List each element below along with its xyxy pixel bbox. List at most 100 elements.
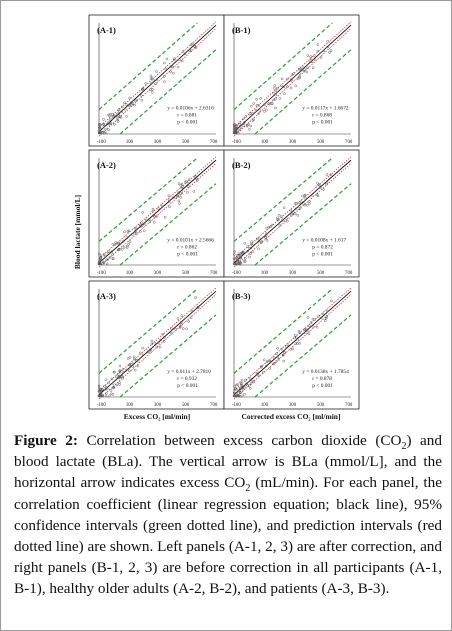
data-point	[128, 369, 131, 373]
data-point	[110, 377, 114, 381]
data-point	[267, 102, 270, 105]
data-point	[195, 179, 199, 182]
data-point	[324, 317, 328, 320]
data-point	[193, 44, 196, 48]
data-point	[108, 394, 111, 398]
data-point	[272, 356, 276, 360]
data-point	[150, 342, 154, 346]
data-point	[121, 105, 124, 109]
data-point	[248, 246, 252, 250]
prediction-lower	[119, 183, 217, 266]
data-point	[296, 77, 300, 81]
data-point	[128, 104, 131, 108]
data-point	[276, 355, 280, 359]
x-tick-label: -100	[232, 403, 241, 408]
data-point	[120, 375, 124, 378]
x-axis-label-right: Corrected excess CO₂ [ml/min]	[242, 412, 341, 421]
data-point	[102, 123, 105, 126]
data-point	[107, 381, 110, 385]
data-point	[234, 262, 238, 265]
data-point	[238, 394, 241, 397]
data-point	[249, 246, 253, 250]
p-value: p < 0.001	[312, 119, 333, 125]
data-point	[99, 256, 102, 260]
p-value: p < 0.001	[177, 383, 198, 389]
data-point	[283, 92, 286, 95]
data-point	[318, 184, 321, 187]
data-point	[178, 58, 181, 61]
figure-caption: Figure 2: Correlation between excess car…	[14, 430, 442, 600]
data-point	[147, 350, 150, 354]
data-point	[150, 76, 154, 80]
data-point	[330, 299, 333, 303]
data-point	[126, 244, 129, 248]
data-point	[274, 97, 277, 101]
data-point	[292, 211, 295, 214]
data-point	[272, 362, 275, 366]
prediction-lower	[119, 49, 217, 135]
data-point	[108, 112, 112, 116]
data-point	[174, 195, 177, 199]
data-point	[258, 236, 261, 240]
data-point	[244, 115, 247, 118]
data-point	[177, 190, 181, 194]
data-point	[101, 394, 104, 398]
data-point	[249, 124, 253, 128]
data-point	[117, 375, 121, 379]
data-point	[151, 91, 154, 94]
data-point	[236, 394, 240, 397]
data-point	[120, 248, 124, 251]
data-point	[303, 331, 307, 334]
prediction-lower	[119, 314, 217, 398]
data-point	[138, 223, 142, 227]
data-point	[189, 49, 193, 52]
data-point	[274, 93, 277, 97]
data-point	[263, 103, 266, 106]
data-point	[178, 202, 181, 205]
data-point	[289, 208, 293, 212]
prediction-lower	[254, 183, 352, 266]
data-point	[311, 325, 315, 328]
data-point	[278, 224, 282, 227]
data-point	[293, 202, 297, 205]
data-point	[102, 253, 106, 256]
data-point	[325, 309, 329, 313]
data-point	[127, 243, 130, 246]
data-point	[105, 122, 109, 126]
data-point	[117, 247, 121, 251]
data-point	[132, 355, 136, 359]
data-point	[176, 317, 180, 320]
data-point	[297, 67, 301, 71]
data-point	[235, 124, 238, 127]
data-point	[286, 219, 289, 223]
x-axis-label-left: Excess CO₂ [ml/min]	[124, 412, 190, 421]
data-point	[246, 249, 250, 253]
data-point	[118, 364, 122, 368]
data-point	[161, 332, 165, 336]
data-point	[252, 380, 256, 383]
data-point	[125, 246, 129, 249]
data-point	[298, 207, 302, 211]
data-point	[280, 84, 283, 88]
x-tick-label: 500	[317, 271, 325, 276]
data-point	[135, 99, 139, 102]
data-point	[180, 190, 183, 193]
data-point	[104, 394, 108, 398]
data-point	[143, 222, 146, 226]
data-point	[316, 182, 319, 185]
data-point	[242, 124, 245, 127]
data-point	[106, 113, 110, 117]
x-tick-label: 700	[345, 140, 353, 145]
data-point	[233, 394, 236, 398]
data-point	[258, 108, 261, 112]
data-point	[105, 262, 109, 266]
data-point	[257, 240, 261, 243]
data-point	[301, 194, 304, 198]
data-point	[169, 70, 172, 73]
data-point	[308, 200, 311, 203]
data-point	[103, 254, 107, 258]
data-point	[101, 262, 105, 265]
data-point	[100, 394, 103, 398]
x-tick-label: -100	[97, 140, 106, 145]
